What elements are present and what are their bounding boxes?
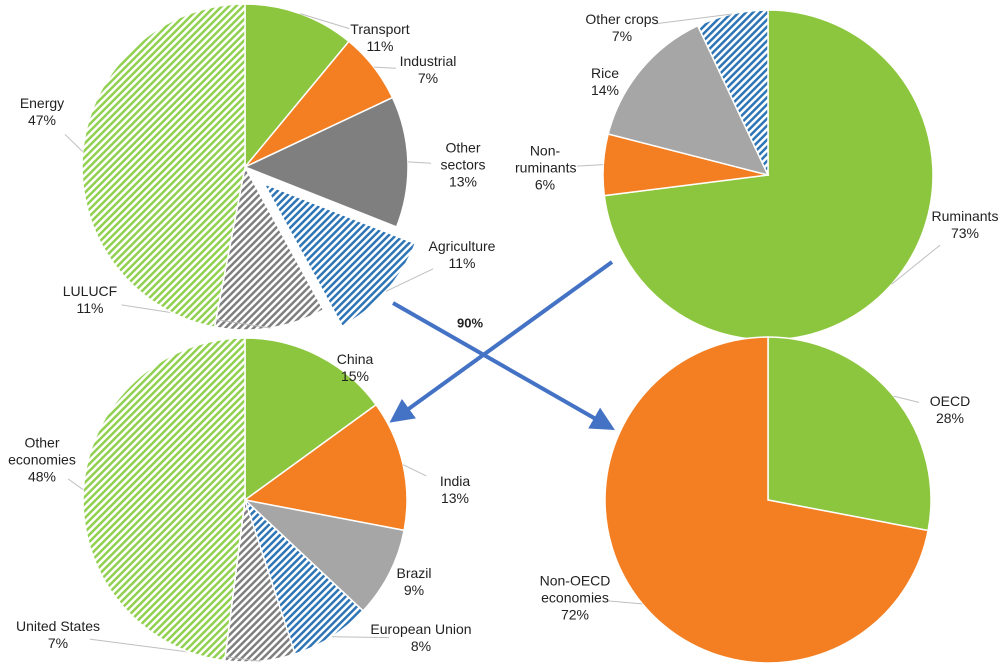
pie-slice — [244, 3, 350, 170]
pie-slice — [767, 336, 932, 532]
pie-slice — [262, 182, 417, 328]
category-label: Non-ruminants — [515, 142, 577, 176]
slice-label: Brazil 9% — [384, 565, 444, 599]
value-label: 72% — [560, 606, 590, 623]
pie-slice — [242, 498, 406, 612]
value-label: 73% — [950, 225, 980, 241]
slice-label: United States 7% — [0, 618, 118, 652]
value-label: 8% — [410, 638, 432, 654]
value-label: 11% — [448, 255, 476, 271]
leader-line — [576, 164, 604, 167]
category-label: United States — [15, 618, 101, 634]
category-label: Other economies — [8, 434, 76, 468]
leader-line — [67, 478, 84, 491]
leader-line — [300, 13, 350, 30]
category-label: LULUCF — [62, 283, 118, 299]
pie-slice — [696, 9, 769, 176]
pie-slice — [244, 337, 378, 502]
slice-label: Energy 47% — [12, 95, 72, 129]
value-label: 14% — [590, 82, 620, 98]
category-label: Other crops — [585, 11, 659, 27]
value-label: 48% — [27, 468, 57, 485]
pie-slice — [607, 24, 770, 177]
leader-line — [407, 161, 432, 164]
leader-line — [606, 600, 643, 605]
slice-label: Rice 14% — [575, 65, 635, 99]
leader-line — [89, 638, 261, 662]
category-label: Industrial — [399, 53, 457, 69]
category-label: China — [336, 351, 374, 367]
slice-label: Other sectors 13% — [433, 140, 493, 191]
category-label: India — [439, 473, 471, 489]
value-label: 6% — [534, 176, 556, 193]
category-label: Agriculture — [428, 238, 496, 254]
slice-label: China 15% — [325, 351, 385, 385]
value-label: 7% — [47, 635, 69, 651]
leader-line — [385, 268, 434, 292]
slice-label: European Union 8% — [356, 621, 486, 655]
slice-label: Agriculture 11% — [417, 238, 507, 272]
category-label: OECD — [929, 393, 971, 409]
category-label: Rice — [590, 65, 619, 81]
category-label: European Union — [370, 621, 472, 637]
pie-slice — [243, 96, 409, 228]
value-label: 7% — [417, 70, 439, 86]
leader-line — [331, 636, 390, 639]
category-label: Brazil — [396, 565, 432, 581]
slice-label: LULUCF 11% — [55, 283, 125, 317]
slice-label: Ruminants 73% — [920, 208, 1000, 242]
slice-label: Non-ruminants 6% — [515, 142, 577, 194]
slice-label: Transport 11% — [340, 21, 420, 55]
pie-slice — [81, 3, 246, 328]
slice-label: India 13% — [425, 473, 485, 507]
annotation: 90% — [456, 315, 484, 331]
leader-line — [653, 13, 733, 25]
pie-slice — [82, 337, 246, 662]
category-label: Other sectors — [440, 139, 486, 173]
leader-line — [373, 66, 397, 69]
category-label: Transport — [350, 21, 410, 37]
value-label: 13% — [440, 490, 470, 506]
slice-label: Other crops 7% — [572, 11, 672, 45]
value-label: 47% — [27, 112, 57, 128]
leader-line — [402, 464, 427, 477]
slice-label: Other economies 48% — [2, 435, 82, 486]
slice-label: Non-OECD economies 72% — [530, 573, 620, 624]
value-label: 13% — [448, 173, 478, 190]
pie-slice — [604, 336, 929, 664]
category-label: Energy — [19, 95, 65, 111]
slice-label: OECD 28% — [920, 393, 980, 427]
pie-slice — [243, 403, 408, 532]
leader-line — [64, 133, 84, 153]
leader-line — [891, 244, 941, 285]
category-label: Ruminants — [931, 208, 999, 224]
value-label: 7% — [611, 28, 633, 44]
leader-line — [893, 395, 920, 403]
value-label: 11% — [76, 300, 104, 316]
value-label: 15% — [340, 368, 370, 384]
value-label: 9% — [403, 582, 425, 598]
arrow — [389, 260, 614, 423]
value-label: 28% — [935, 410, 965, 426]
slice-label: Industrial 7% — [388, 53, 468, 87]
pies — [64, 3, 941, 664]
category-label: Non-OECD economies — [539, 572, 611, 606]
arrow — [392, 301, 615, 430]
value-label: 11% — [366, 38, 394, 54]
